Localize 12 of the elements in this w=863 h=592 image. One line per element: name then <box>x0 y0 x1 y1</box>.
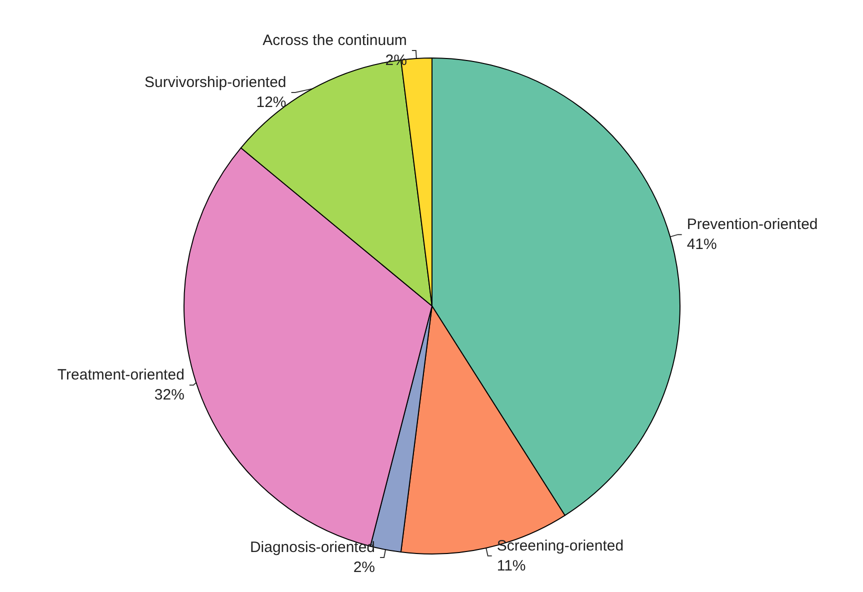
data-label: 2% <box>385 52 407 70</box>
slice-label: Diagnosis-oriented <box>250 538 376 556</box>
data-label: 41% <box>686 236 717 254</box>
slice-label: Treatment-oriented <box>57 366 184 384</box>
data-label: 2% <box>353 558 376 576</box>
slice-label: Across the continuum <box>262 32 407 50</box>
slice-label: Screening-oriented <box>496 537 624 554</box>
slice-label: Survivorship-oriented <box>144 74 286 92</box>
data-label: 11% <box>496 557 526 574</box>
data-label: 32% <box>154 386 184 404</box>
data-label: 12% <box>256 94 286 112</box>
slice-label: Prevention-oriented <box>686 216 818 234</box>
